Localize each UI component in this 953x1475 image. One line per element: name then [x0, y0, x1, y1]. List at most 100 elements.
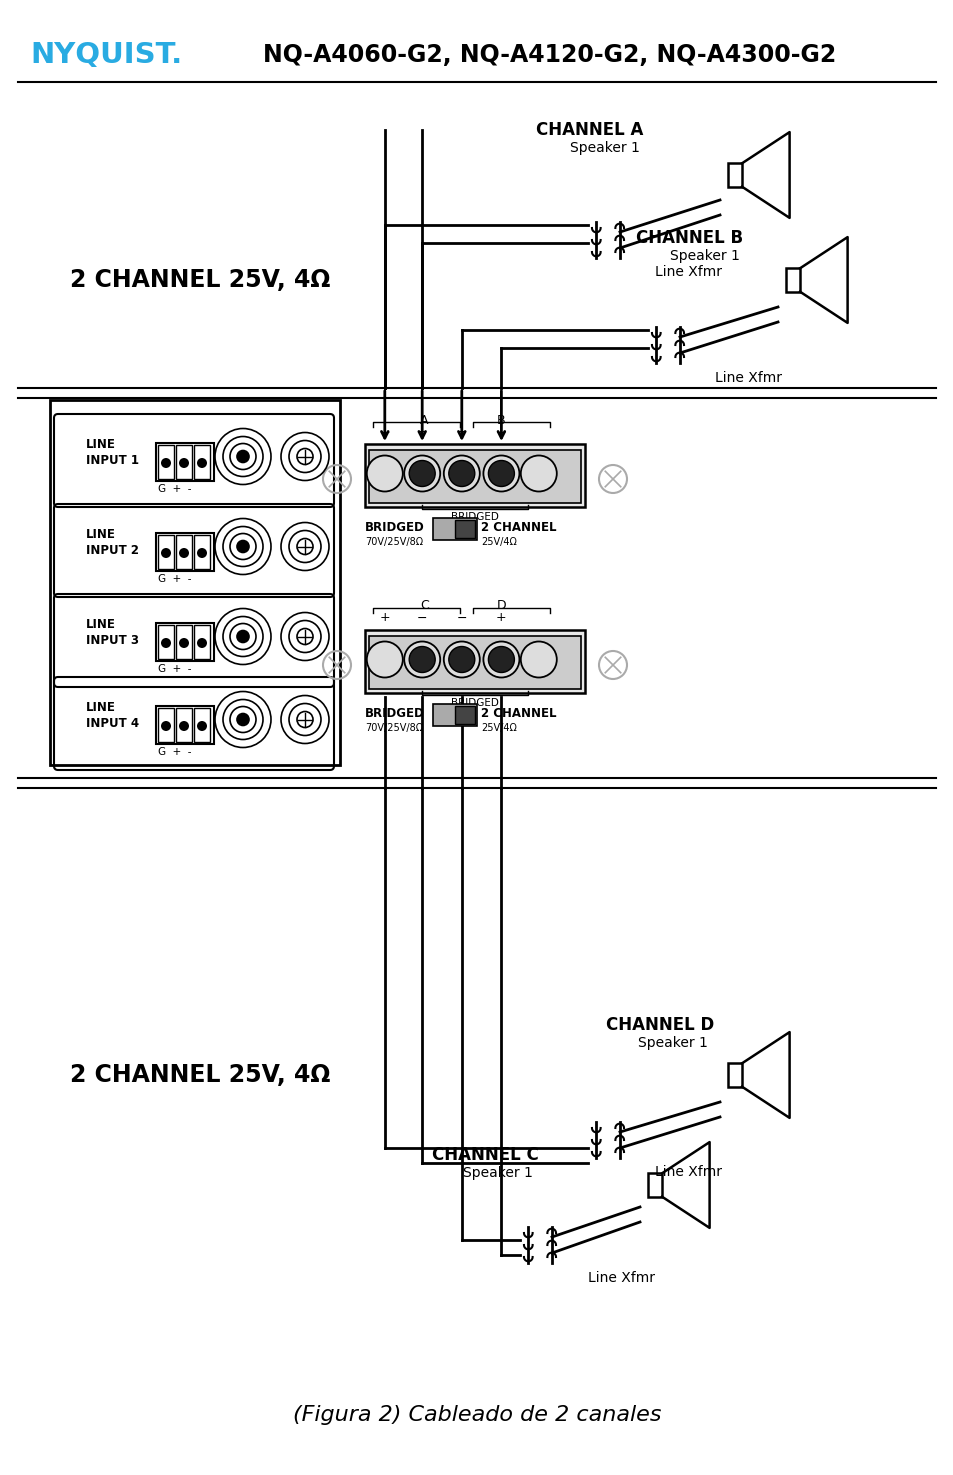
Bar [455, 521, 475, 538]
Text: Speaker 1: Speaker 1 [669, 249, 740, 263]
Text: G  +  -: G + - [158, 746, 192, 757]
Bar [175, 535, 192, 569]
Circle shape [448, 646, 475, 673]
Circle shape [483, 642, 518, 677]
Circle shape [161, 639, 171, 648]
Text: CHANNEL D: CHANNEL D [605, 1016, 714, 1034]
Text: 25V/4Ω: 25V/4Ω [480, 537, 517, 547]
Circle shape [161, 549, 171, 558]
Bar [175, 708, 192, 742]
Bar [365, 630, 584, 693]
Circle shape [214, 429, 271, 484]
Bar [156, 442, 213, 481]
Circle shape [223, 617, 263, 656]
Circle shape [236, 714, 249, 726]
Circle shape [196, 549, 207, 558]
Circle shape [488, 460, 514, 487]
Circle shape [223, 437, 263, 476]
Circle shape [289, 531, 320, 562]
Circle shape [443, 642, 479, 677]
Bar [369, 636, 580, 689]
Circle shape [483, 456, 518, 491]
Text: Line Xfmr: Line Xfmr [655, 266, 721, 279]
Circle shape [236, 540, 249, 553]
Circle shape [179, 639, 189, 648]
Text: CHANNEL A: CHANNEL A [536, 121, 643, 139]
Text: 2 CHANNEL 25V, 4Ω: 2 CHANNEL 25V, 4Ω [70, 268, 330, 292]
Bar [433, 704, 476, 726]
Circle shape [230, 534, 255, 559]
Circle shape [196, 459, 207, 468]
Bar [433, 518, 476, 540]
Bar [156, 707, 213, 743]
Circle shape [296, 448, 313, 465]
Circle shape [404, 456, 439, 491]
Text: CHANNEL B: CHANNEL B [636, 229, 742, 246]
Bar [50, 400, 339, 766]
Circle shape [289, 441, 320, 472]
Text: G  +  -: G + - [158, 574, 192, 584]
Text: BRIDGED: BRIDGED [451, 698, 498, 708]
Circle shape [161, 459, 171, 468]
Circle shape [404, 642, 439, 677]
Circle shape [443, 456, 479, 491]
Bar [158, 535, 173, 569]
Circle shape [289, 621, 320, 652]
Circle shape [281, 522, 329, 571]
Bar [727, 1063, 741, 1087]
Circle shape [281, 612, 329, 661]
Text: Line Xfmr: Line Xfmr [655, 1165, 721, 1179]
Text: +: + [379, 612, 390, 624]
Circle shape [214, 692, 271, 748]
Circle shape [236, 630, 249, 643]
Circle shape [296, 628, 313, 645]
Text: BRIDGED: BRIDGED [451, 512, 498, 522]
Bar [369, 450, 580, 503]
Text: 2 CHANNEL: 2 CHANNEL [480, 708, 556, 720]
Text: +: + [496, 612, 506, 624]
Text: CHANNEL C: CHANNEL C [431, 1146, 537, 1164]
Circle shape [488, 646, 514, 673]
Bar [193, 708, 210, 742]
Text: 70V/25V/8Ω: 70V/25V/8Ω [365, 537, 423, 547]
Circle shape [281, 696, 329, 743]
Circle shape [296, 538, 313, 555]
Bar [156, 532, 213, 571]
Text: Speaker 1: Speaker 1 [638, 1035, 707, 1050]
Text: Line Xfmr: Line Xfmr [587, 1271, 655, 1285]
Circle shape [179, 549, 189, 558]
Bar [156, 622, 213, 661]
Text: Speaker 1: Speaker 1 [462, 1167, 533, 1180]
Circle shape [179, 459, 189, 468]
Circle shape [520, 456, 557, 491]
Text: LINE
INPUT 2: LINE INPUT 2 [86, 528, 139, 558]
Bar [727, 164, 741, 187]
Text: Line Xfmr: Line Xfmr [714, 372, 781, 385]
Bar [158, 625, 173, 659]
Bar [193, 625, 210, 659]
Text: −: − [456, 425, 467, 438]
Circle shape [520, 642, 557, 677]
Text: NYQUIST.: NYQUIST. [30, 41, 182, 69]
Circle shape [409, 646, 435, 673]
Text: G  +  -: G + - [158, 484, 192, 494]
Circle shape [281, 432, 329, 481]
Bar [175, 625, 192, 659]
Circle shape [214, 519, 271, 574]
Circle shape [214, 609, 271, 665]
Circle shape [448, 460, 475, 487]
Circle shape [230, 444, 255, 469]
Text: 25V/4Ω: 25V/4Ω [480, 723, 517, 733]
Text: BRIDGED: BRIDGED [365, 522, 424, 534]
Text: LINE
INPUT 1: LINE INPUT 1 [86, 438, 139, 468]
Circle shape [196, 639, 207, 648]
Circle shape [236, 450, 249, 463]
Bar [158, 708, 173, 742]
Text: C: C [419, 599, 428, 612]
Text: D: D [497, 599, 506, 612]
Bar [193, 445, 210, 479]
Circle shape [366, 456, 402, 491]
Text: LINE
INPUT 4: LINE INPUT 4 [86, 701, 139, 730]
Bar [175, 445, 192, 479]
Circle shape [179, 721, 189, 732]
